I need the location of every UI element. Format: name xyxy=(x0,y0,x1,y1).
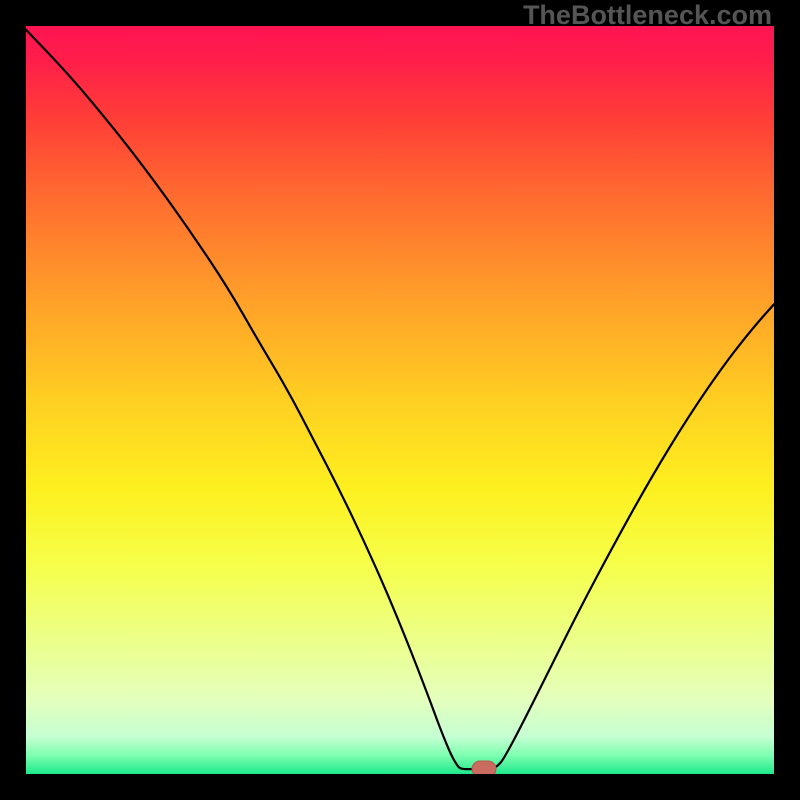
optimal-point-marker xyxy=(471,761,496,774)
bottleneck-chart: TheBottleneck.com xyxy=(0,0,800,800)
watermark-text: TheBottleneck.com xyxy=(523,0,772,31)
curve-layer xyxy=(26,26,774,774)
plot-area xyxy=(26,26,774,774)
